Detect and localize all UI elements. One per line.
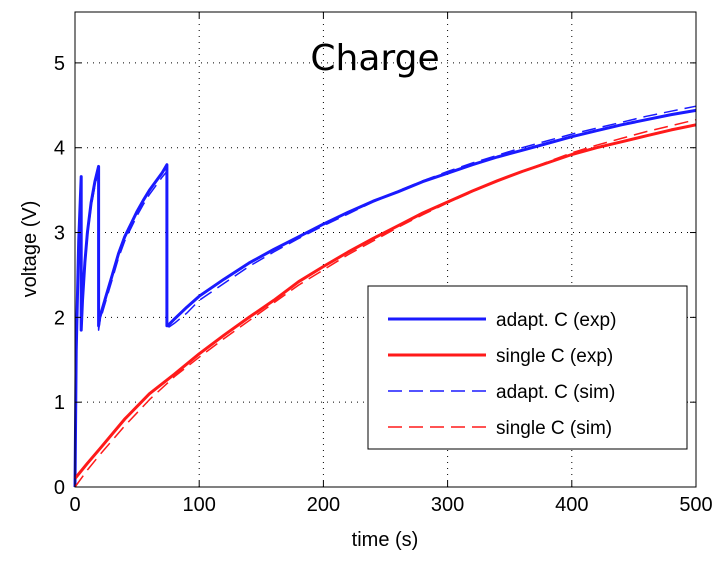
y-tick-label: 5 bbox=[54, 53, 65, 75]
legend-label: single C (exp) bbox=[496, 346, 613, 367]
series-line-adapt-c-exp bbox=[73, 108, 697, 488]
x-tick-label: 300 bbox=[431, 494, 464, 516]
x-tick-label: 200 bbox=[307, 494, 340, 516]
legend: adapt. C (exp) single C (exp) adapt. C (si… bbox=[367, 285, 688, 450]
series-line-single-c-exp bbox=[73, 123, 697, 480]
legend-box bbox=[367, 285, 688, 450]
y-tick-label: 4 bbox=[54, 138, 65, 160]
y-tick-label: 2 bbox=[54, 307, 65, 329]
y-tick-label: 0 bbox=[54, 477, 65, 499]
x-tick-label: 500 bbox=[679, 494, 712, 516]
series-layer bbox=[73, 105, 697, 488]
y-axis-label: voltage (V) bbox=[19, 201, 41, 298]
series-line-adapt-c-sim bbox=[74, 105, 697, 488]
x-tick-label: 400 bbox=[555, 494, 588, 516]
chart-title: Charge bbox=[310, 38, 439, 79]
legend-label: adapt. C (sim) bbox=[496, 382, 615, 403]
series-line-single-c-sim bbox=[74, 118, 697, 488]
plot-frame bbox=[74, 11, 697, 488]
x-tick-label: 100 bbox=[183, 494, 216, 516]
y-tick-label: 1 bbox=[54, 392, 65, 414]
legend-label: adapt. C (exp) bbox=[496, 310, 616, 331]
x-tick-label: 0 bbox=[69, 494, 80, 516]
x-axis-label: time (s) bbox=[352, 529, 419, 551]
legend-label: single C (sim) bbox=[496, 418, 612, 439]
axis-ticks: 0 100 200 300 400 500 0 1 2 3 4 5 bbox=[54, 12, 713, 516]
y-tick-label: 3 bbox=[54, 223, 65, 245]
